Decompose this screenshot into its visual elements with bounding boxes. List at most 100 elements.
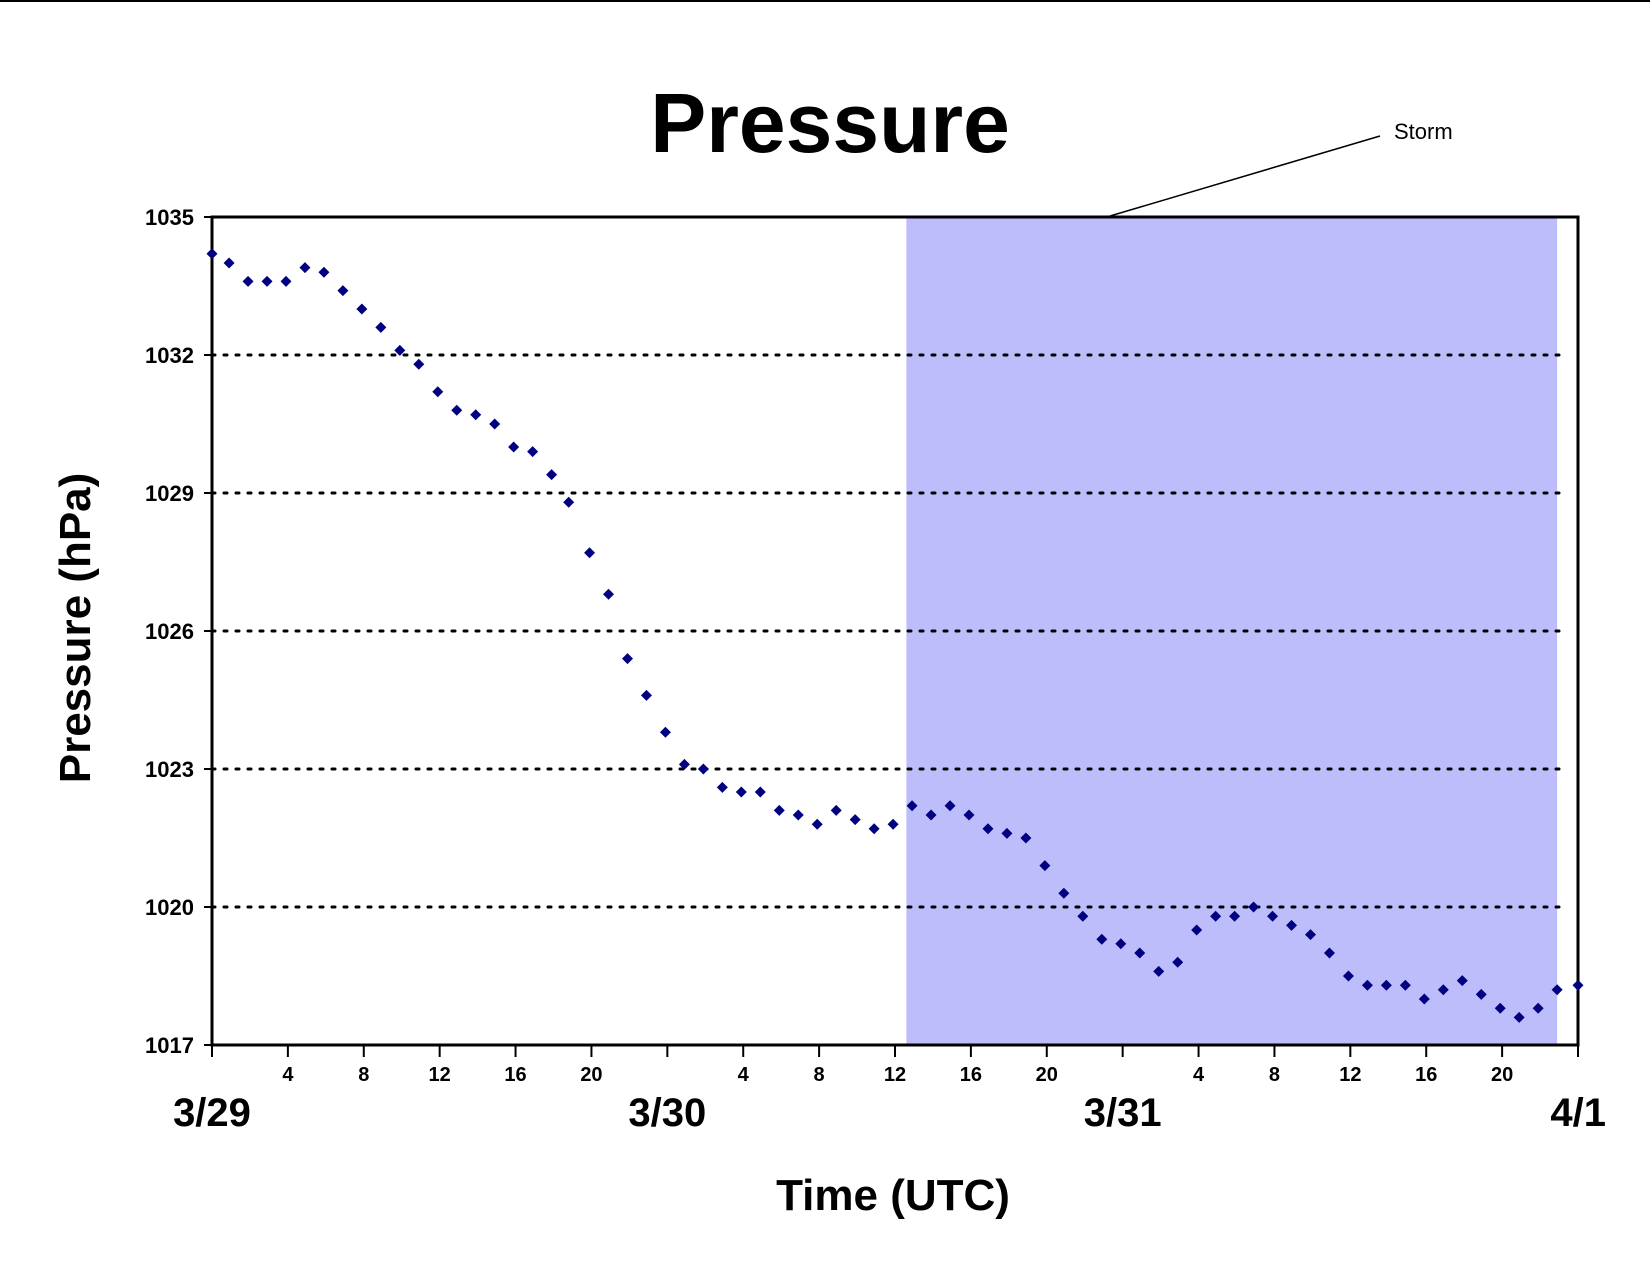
data-point — [280, 275, 292, 287]
data-point — [982, 823, 994, 835]
data-point — [906, 800, 918, 812]
data-point — [925, 809, 937, 821]
x-tick-label: 4 — [1193, 1064, 1205, 1086]
data-point — [640, 689, 652, 701]
data-point — [318, 266, 330, 278]
data-point — [1380, 979, 1392, 991]
data-point — [1551, 984, 1563, 996]
data-point — [1304, 929, 1316, 941]
data-point — [1115, 938, 1127, 950]
data-point — [1001, 827, 1013, 839]
data-point — [659, 726, 671, 738]
data-point — [1134, 947, 1146, 959]
x-axis-title: Time (UTC) — [776, 1171, 1010, 1220]
data-point — [337, 285, 349, 297]
y-tick-label: 1035 — [145, 205, 194, 230]
data-point — [451, 404, 463, 416]
y-tick-label: 1032 — [145, 343, 194, 368]
data-point — [356, 303, 368, 315]
x-tick-label: 8 — [814, 1064, 825, 1086]
x-tick-label: 12 — [884, 1064, 906, 1086]
x-day-label: 3/29 — [173, 1091, 251, 1135]
data-point — [1513, 1011, 1525, 1023]
x-day-label: 3/31 — [1084, 1091, 1162, 1135]
y-axis-title: Pressure (hPa) — [51, 473, 100, 784]
data-point — [792, 809, 804, 821]
data-point — [1418, 993, 1430, 1005]
data-point — [1039, 860, 1051, 872]
x-tick-label: 12 — [429, 1064, 451, 1086]
data-point — [1475, 988, 1487, 1000]
data-point — [489, 418, 501, 430]
data-point — [830, 804, 842, 816]
x-tick-label: 4 — [282, 1064, 294, 1086]
data-point — [1323, 947, 1335, 959]
data-point — [1342, 970, 1354, 982]
data-point — [470, 409, 482, 421]
x-tick-label: 12 — [1339, 1064, 1361, 1086]
y-tick-label: 1023 — [145, 757, 194, 782]
y-tick-label: 1017 — [145, 1033, 194, 1058]
data-point — [1532, 1002, 1544, 1014]
data-point — [223, 257, 235, 269]
data-point — [1437, 984, 1449, 996]
data-point — [299, 262, 311, 274]
x-tick-label: 20 — [1036, 1064, 1058, 1086]
data-point — [1096, 933, 1108, 945]
data-point — [1572, 979, 1584, 991]
x-day-label: 3/30 — [628, 1091, 706, 1135]
data-point — [621, 653, 633, 665]
x-tick-label: 8 — [358, 1064, 369, 1086]
data-point — [1494, 1002, 1506, 1014]
x-day-label: 4/1 — [1550, 1091, 1606, 1135]
data-point — [754, 786, 766, 798]
storm-annotation-leader — [1109, 135, 1381, 217]
data-point — [1210, 910, 1222, 922]
data-point — [811, 818, 823, 830]
data-point — [206, 248, 218, 260]
data-point — [1020, 832, 1032, 844]
data-point — [887, 818, 899, 830]
x-tick-label: 20 — [580, 1064, 602, 1086]
top-border-line — [0, 0, 1650, 2]
y-tick-label: 1020 — [145, 895, 194, 920]
data-point — [1153, 965, 1165, 977]
data-point — [716, 781, 728, 793]
data-point — [1058, 887, 1070, 899]
y-tick-label: 1026 — [145, 619, 194, 644]
data-point — [413, 358, 425, 370]
data-point — [603, 588, 615, 600]
data-point — [697, 763, 709, 775]
data-point — [1399, 979, 1411, 991]
data-point — [678, 758, 690, 770]
data-point — [242, 275, 254, 287]
data-point — [1286, 919, 1298, 931]
data-point — [1191, 924, 1203, 936]
data-point — [963, 809, 975, 821]
data-point — [261, 275, 273, 287]
data-point — [773, 804, 785, 816]
data-point — [584, 547, 596, 559]
data-point — [527, 446, 539, 458]
data-point — [546, 469, 558, 481]
data-point — [944, 800, 956, 812]
data-point — [394, 344, 406, 356]
data-point — [508, 441, 520, 453]
chart-title: Pressure — [650, 76, 1010, 170]
x-tick-label: 20 — [1491, 1064, 1513, 1086]
x-tick-label: 16 — [960, 1064, 982, 1086]
data-point — [1077, 910, 1089, 922]
data-point — [735, 786, 747, 798]
data-point — [1248, 901, 1260, 913]
data-point — [563, 496, 575, 508]
data-point — [1456, 975, 1468, 987]
data-point — [375, 321, 387, 333]
data-point — [1361, 979, 1373, 991]
x-tick-label: 16 — [1415, 1064, 1437, 1086]
x-tick-label: 8 — [1269, 1064, 1280, 1086]
data-point — [849, 814, 861, 826]
storm-annotation-label: Storm — [1394, 119, 1453, 144]
y-tick-label: 1029 — [145, 481, 194, 506]
data-point — [868, 823, 880, 835]
